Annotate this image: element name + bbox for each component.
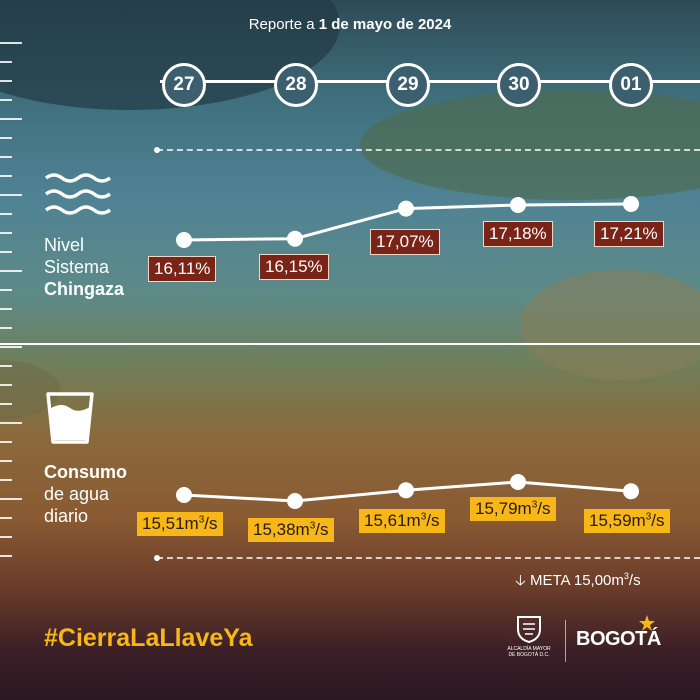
water-waves-icon: [44, 173, 112, 215]
ruler-tick: [0, 327, 12, 329]
ruler-tick: [0, 289, 12, 291]
water-glass-icon: [46, 392, 94, 444]
nivel-point: [623, 196, 639, 212]
consumo-data-label: 15,61m3/s: [359, 509, 445, 533]
ruler-tick: [0, 346, 22, 348]
ruler-tick: [0, 479, 12, 481]
consumo-point: [176, 487, 192, 503]
ruler-tick: [0, 460, 12, 462]
nivel-title: Nivel Sistema Chingaza: [44, 235, 125, 299]
ruler-tick: [0, 232, 12, 234]
consumo-data-label: 15,51m3/s: [137, 512, 223, 536]
ruler-tick: [0, 42, 22, 44]
dashed-guide: [154, 555, 700, 561]
consumo-data-label: 15,79m3/s: [470, 497, 556, 521]
nivel-point: [176, 232, 192, 248]
ruler-tick: [0, 555, 12, 557]
ruler-tick: [0, 517, 12, 519]
nivel-data-label: 17,07%: [370, 229, 440, 255]
ruler-tick: [0, 118, 22, 120]
consumo-data-label: 15,38m3/s: [248, 518, 334, 542]
ruler-tick: [0, 156, 12, 158]
hillside-shape: [360, 90, 700, 200]
date-circle: 01: [609, 63, 653, 107]
consumo-point: [510, 474, 526, 490]
coat-of-arms-icon: [517, 616, 541, 644]
ruler-tick: [0, 498, 22, 500]
ruler-tick: [0, 175, 12, 177]
ruler-tick: [0, 213, 12, 215]
logo-separator: [565, 620, 566, 662]
meta-target: 🡣 META 15,00m3/s: [515, 571, 641, 589]
nivel-point: [287, 230, 303, 247]
nivel-point: [510, 197, 526, 213]
ruler-tick: [0, 80, 12, 82]
ruler-tick: [0, 137, 12, 139]
nivel-data-label: 16,11%: [148, 256, 217, 282]
date-circle: 28: [274, 63, 318, 107]
nivel-point: [398, 200, 414, 217]
star-icon: [639, 615, 655, 631]
ruler-tick: [0, 403, 12, 405]
ruler-tick: [0, 384, 12, 386]
report-date: Reporte a 1 de mayo de 2024: [248, 16, 452, 33]
ruler: [0, 0, 24, 700]
timeline-bar: [160, 80, 700, 83]
date-circle: 30: [497, 63, 541, 107]
section-divider: [0, 343, 700, 345]
ruler-tick: [0, 422, 22, 424]
ruler-tick: [0, 270, 22, 272]
ruler-tick: [0, 251, 12, 253]
consumo-point: [623, 483, 639, 500]
arrow-down-icon: 🡣: [515, 572, 526, 589]
ruler-tick: [0, 441, 12, 443]
consumo-title: Consumo de agua diario: [44, 462, 127, 526]
bogota-logo: BOGOTÁ: [576, 615, 661, 651]
peninsula-shape: [520, 270, 700, 380]
date-circle: 29: [386, 63, 430, 107]
consumo-point: [287, 493, 303, 509]
nivel-data-label: 17,21%: [594, 221, 664, 247]
consumo-point: [398, 482, 414, 499]
ruler-tick: [0, 194, 22, 196]
ruler-tick: [0, 61, 12, 63]
date-circle: 27: [162, 63, 206, 107]
hashtag: #CierraLaLlaveYa: [44, 624, 253, 652]
nivel-data-label: 16,15%: [259, 254, 329, 280]
ruler-tick: [0, 308, 12, 310]
nivel-data-label: 17,18%: [483, 221, 553, 247]
ruler-tick: [0, 365, 12, 367]
ruler-tick: [0, 536, 12, 538]
dashed-guide: [154, 147, 700, 153]
alcaldia-logo: ALCALDÍA MAYOR DE BOGOTÁ D.C.: [506, 614, 552, 658]
consumo-data-label: 15,59m3/s: [584, 509, 670, 533]
ruler-tick: [0, 99, 12, 101]
